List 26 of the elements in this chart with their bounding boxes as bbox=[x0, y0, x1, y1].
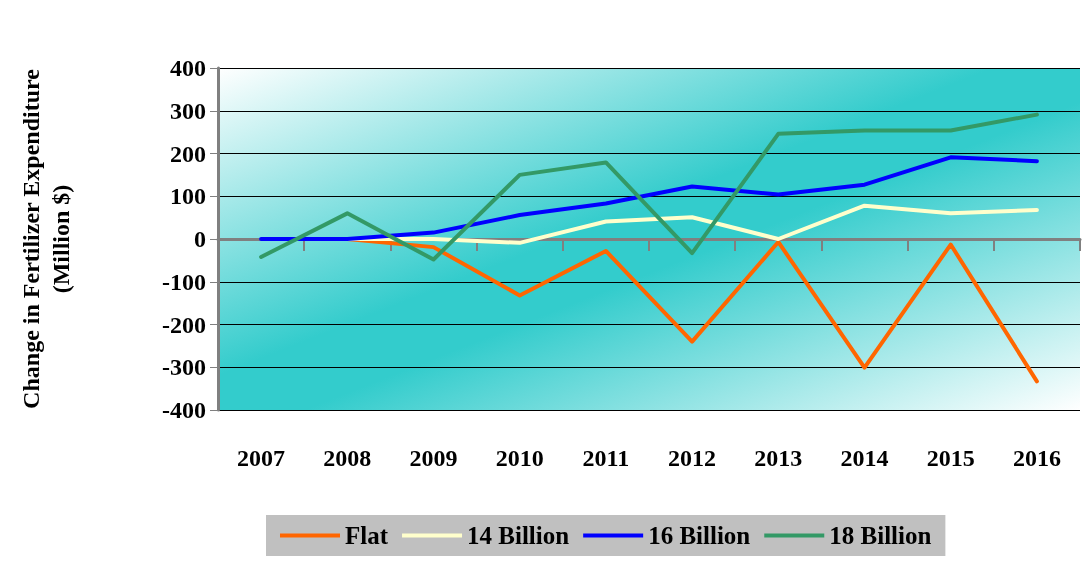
y-tick-label: 100 bbox=[170, 183, 206, 210]
y-tick-label: -300 bbox=[162, 354, 206, 381]
y-tick-label: -400 bbox=[162, 397, 206, 423]
y-tick-label: 300 bbox=[170, 97, 206, 124]
x-tick-label: 2011 bbox=[582, 445, 630, 471]
x-tick-label: 2012 bbox=[668, 445, 717, 471]
x-tick-label: 2013 bbox=[754, 445, 803, 471]
x-tick-label: 2014 bbox=[840, 445, 889, 471]
x-tick-label: 2007 bbox=[237, 445, 286, 471]
x-tick-label: 2009 bbox=[409, 445, 458, 471]
y-tick-label: 0 bbox=[194, 226, 206, 252]
legend-label: 18 Billion bbox=[829, 522, 932, 549]
y-axis-title: Change in Fertilizer Expenditure (Million $) bbox=[18, 68, 74, 409]
y-tick-label: -100 bbox=[162, 268, 206, 295]
x-tick-label: 2016 bbox=[1012, 445, 1061, 471]
x-tick-label: 2010 bbox=[495, 445, 544, 471]
line-series bbox=[259, 112, 1039, 262]
legend-label: 14 Billion bbox=[467, 522, 570, 549]
legend-label: Flat bbox=[345, 522, 389, 549]
x-tick-label: 2008 bbox=[323, 445, 372, 471]
y-tick-label: 400 bbox=[170, 55, 206, 81]
y-tick-label: -200 bbox=[162, 311, 206, 338]
x-tick-label: 2015 bbox=[926, 445, 975, 471]
line-series bbox=[259, 155, 1039, 241]
legend-label: 16 Billion bbox=[648, 522, 751, 549]
y-tick-label: 200 bbox=[170, 140, 206, 167]
